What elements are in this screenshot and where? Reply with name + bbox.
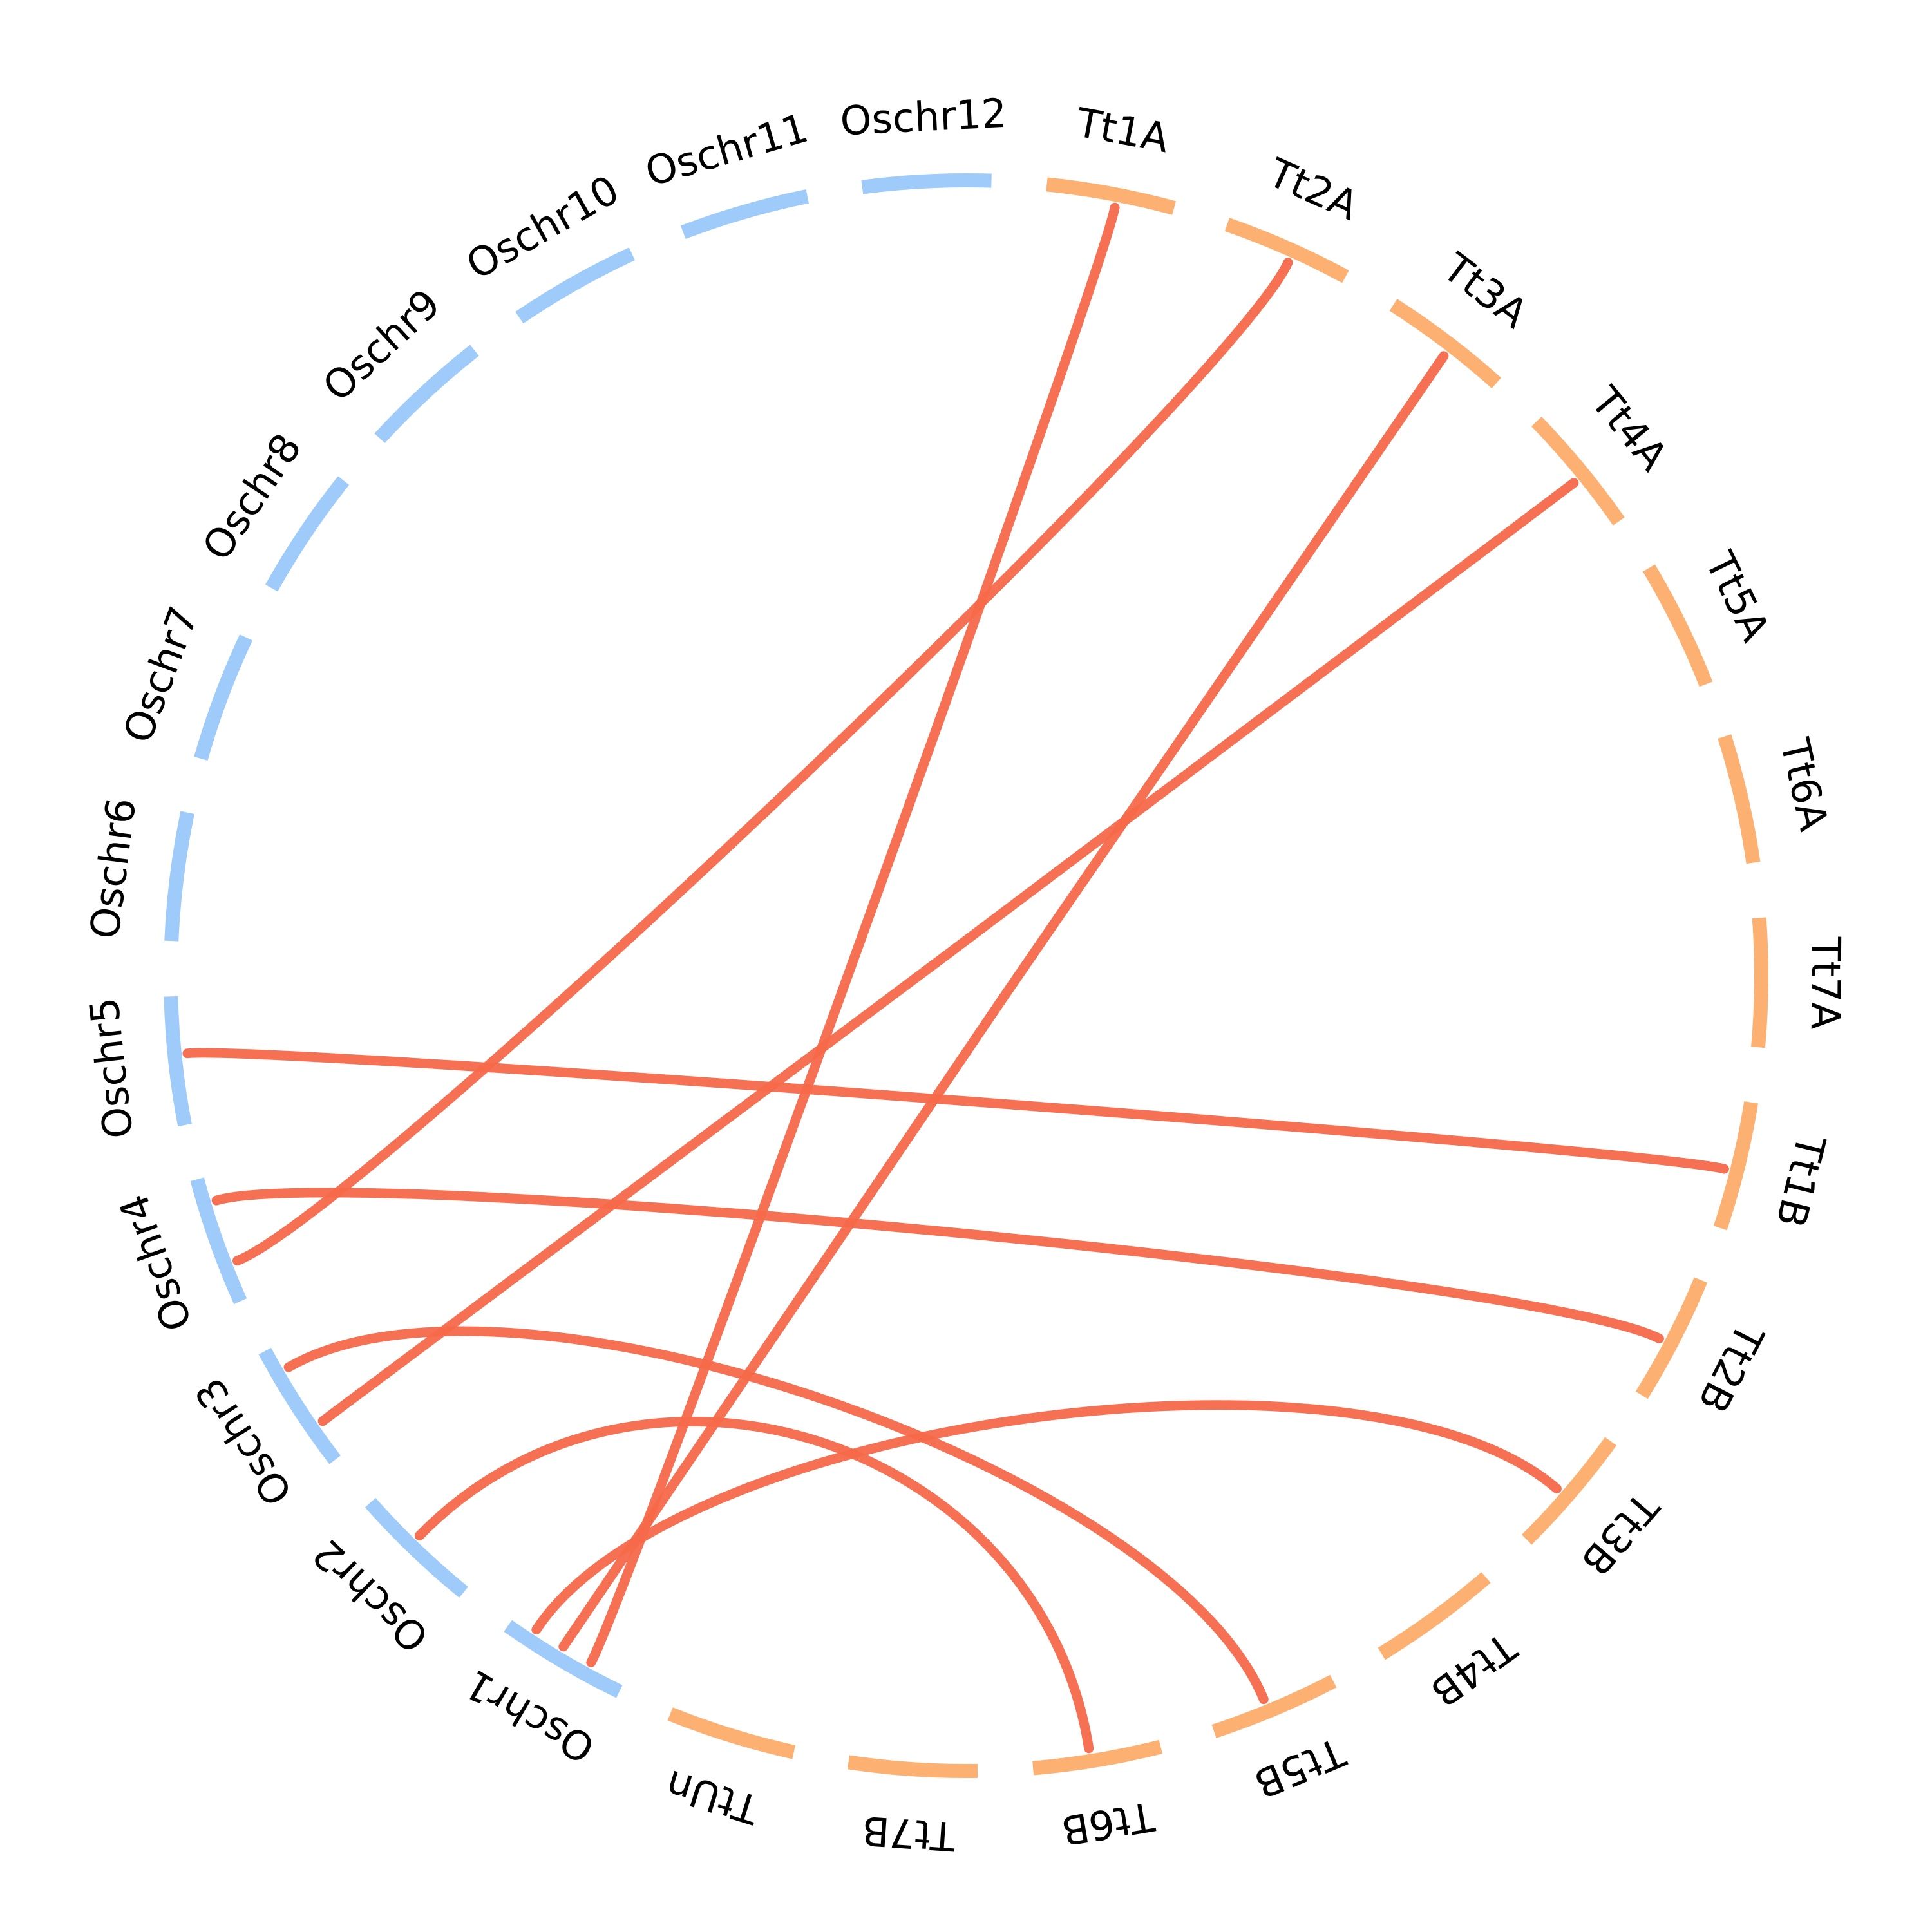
chromosome-arc-oschr11 — [680, 189, 809, 239]
chromosome-label-tt3a: Tt3A — [1434, 243, 1537, 337]
chromosome-arc-tt4a — [1531, 416, 1625, 526]
chromosome-arc-tt5a — [1642, 564, 1713, 687]
synteny-link-tt5b-oschr3 — [283, 1326, 1269, 1705]
chromosome-arc-oschr8 — [265, 476, 350, 592]
chromosome-arc-oschr9 — [374, 345, 479, 444]
chromosome-arc-tt4b — [1378, 1572, 1491, 1660]
chromosome-label-tt4b: Tt4B — [1422, 1623, 1525, 1716]
chromosome-arc-oschr5 — [164, 996, 192, 1127]
synteny-link-tt1b-oschr5 — [182, 1048, 1729, 1174]
chromosome-label-tt7a: Tt7A — [1802, 936, 1850, 1030]
chromosome-arc-oschr4 — [190, 1177, 247, 1305]
chromosome-label-tt2a: Tt2A — [1261, 149, 1365, 229]
synteny-links — [182, 202, 1729, 1754]
chromosome-label-oschr7: Oschr7 — [114, 600, 207, 749]
chromosome-label-tt5a: Tt5A — [1696, 544, 1779, 649]
synteny-link-tt4a-oschr3 — [317, 478, 1579, 1426]
chromosome-arc-tt1a — [1046, 177, 1176, 215]
chromosome-arc-oschr7 — [194, 634, 253, 761]
chromosome-label-oschr5: Oschr5 — [80, 995, 142, 1141]
chromosome-label-tt1b: Tt1B — [1767, 1130, 1835, 1232]
chromosome-arc-oschr3 — [258, 1347, 341, 1464]
chromosome-label-oschr11: Oschr11 — [640, 104, 813, 196]
chromosome-label-tt3b: Tt3B — [1572, 1483, 1669, 1585]
chromosome-arc-tt3a — [1389, 299, 1502, 388]
chromosome-arc-tt5b — [1211, 1674, 1337, 1738]
chromosome-arc-ttun — [667, 1707, 796, 1759]
chromosome-label-oschr12: Oschr12 — [839, 90, 1008, 145]
chromosome-ring — [164, 173, 1768, 1778]
chromosome-label-oschr4: Oschr4 — [110, 1188, 202, 1337]
synteny-link-tt2b-oschr4 — [211, 1188, 1664, 1343]
chromosome-arc-tt2a — [1224, 218, 1349, 283]
chromosome-arc-oschr10 — [515, 247, 635, 324]
chromosome-arc-oschr6 — [164, 811, 194, 942]
chromosome-arc-tt7b — [847, 1755, 978, 1778]
synteny-link-tt6b-oschr2 — [414, 1416, 1094, 1754]
chromosome-arc-tt7a — [1751, 917, 1768, 1048]
chromosome-label-tt2b: Tt2B — [1689, 1316, 1773, 1420]
synteny-link-tt1a-oschr1 — [586, 202, 1120, 1667]
chromosome-arc-oschr1 — [504, 1620, 623, 1698]
chromosome-label-tt4a: Tt4A — [1581, 377, 1677, 479]
chromosome-arc-oschr12 — [861, 173, 992, 194]
chromosome-arc-tt1b — [1713, 1101, 1759, 1231]
chromosome-arc-tt6a — [1718, 734, 1761, 864]
chromosome-label-tt6b: Tt6B — [1058, 1793, 1158, 1855]
chromosome-arc-tt2b — [1635, 1277, 1708, 1399]
chromosome-label-tt7b: Tt7B — [860, 1807, 957, 1861]
chromosome-arc-tt3b — [1521, 1437, 1617, 1545]
chromosome-label-oschr6: Oschr6 — [80, 795, 145, 942]
chromosome-label-tt5b: Tt5B — [1247, 1728, 1352, 1808]
chromosome-label-tt6a: Tt6A — [1771, 734, 1837, 835]
chromosome-label-tt1a: Tt1A — [1072, 99, 1173, 162]
chromosome-arc-oschr2 — [365, 1498, 468, 1598]
chromosome-arc-tt6b — [1032, 1739, 1162, 1776]
synteny-link-tt3b-oschr1 — [531, 1400, 1562, 1634]
chromosome-label-ttun: TtUn — [660, 1761, 765, 1833]
